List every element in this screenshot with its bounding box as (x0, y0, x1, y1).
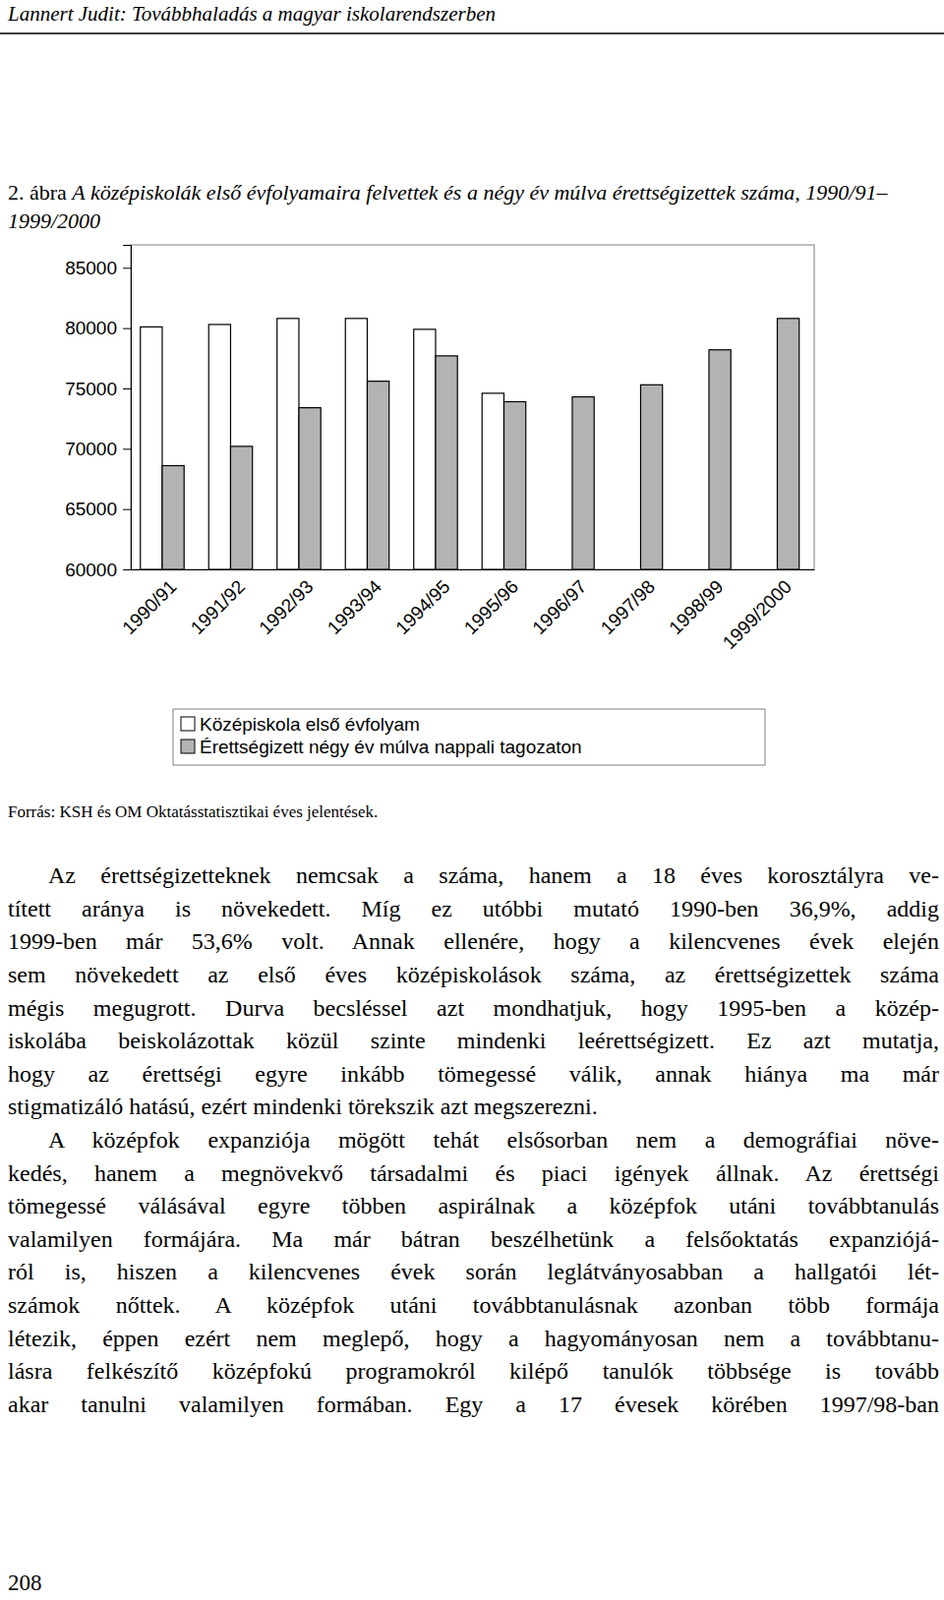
body-line: létezik, éppen ezért nem meglepő, hogy a… (7, 1322, 940, 1357)
plot-frame (130, 244, 815, 570)
bar (345, 318, 367, 570)
tick-label: 1994/95 (391, 576, 454, 639)
body-line: kedés, hanem a megnövekvő társadalmi és … (7, 1157, 940, 1191)
body-line: tömegessé válásával egyre többen aspirál… (7, 1189, 940, 1224)
bar (776, 318, 799, 570)
tick: 1996/97 (528, 569, 590, 639)
legend-label: Középiskola első évfolyam (199, 713, 420, 735)
tick-label: 1998/99 (664, 576, 727, 639)
axis-line (122, 245, 132, 571)
figure-caption: 2. ábra A középiskolák első évfolyamaira… (7, 177, 923, 236)
legend: Középiskola első évfolyamÉrettségizett n… (173, 708, 766, 766)
bar (435, 355, 458, 570)
tick-mark (122, 267, 131, 269)
figure-title: A középiskolák első évfolyamaira felvett… (7, 179, 887, 234)
bar (298, 408, 321, 570)
legend-swatch (180, 739, 195, 754)
bar (208, 324, 231, 570)
legend-swatch (180, 716, 195, 731)
tick-label: 1993/94 (323, 575, 387, 639)
bar (481, 393, 504, 570)
body-line: stigmatizáló hatású, ezért mindenki töre… (7, 1090, 940, 1124)
tick: 80000 (64, 317, 131, 339)
tick-label: 1999/2000 (718, 576, 796, 653)
tick: 1991/92 (186, 569, 249, 639)
tick-label: 65000 (64, 498, 118, 520)
tick: 1993/94 (323, 569, 387, 639)
tick-label: 85000 (64, 257, 118, 279)
figure-source: Forrás: KSH és OM Oktatásstatisztikai év… (7, 802, 378, 823)
bars (140, 318, 800, 570)
bar (140, 326, 163, 570)
body-line: A középfok expanziója mögött tehát elsős… (7, 1123, 940, 1158)
tick: 65000 (64, 498, 131, 520)
legend-frame (173, 708, 766, 766)
tick: 1990/91 (118, 569, 180, 639)
tick: 1994/95 (391, 569, 454, 639)
axis-line (131, 569, 816, 571)
bar (503, 401, 526, 570)
tick: 60000 (64, 559, 131, 581)
bar (162, 465, 184, 570)
header-rule (0, 32, 944, 35)
tick: 85000 (64, 257, 131, 279)
tick-label: 80000 (64, 317, 118, 339)
running-title: Lannert Judit: Továbbhaladás a magyar is… (7, 1, 496, 27)
bar (572, 397, 594, 570)
body-line: ról is, hiszen a kilencvenes évek során … (7, 1255, 940, 1290)
tick-mark (122, 509, 131, 511)
tick: 75000 (64, 378, 131, 400)
tick-label: 1997/98 (596, 576, 659, 639)
tick-label: 1991/92 (186, 576, 249, 639)
tick-label: 70000 (64, 438, 118, 460)
tick-mark (122, 448, 131, 450)
tick-label: 1992/93 (254, 576, 317, 639)
tick: 70000 (64, 438, 131, 460)
body-line: lásra felkészítő középfokú programokról … (7, 1355, 940, 1389)
body-line: hogy az érettségi egyre inkább tömegessé… (7, 1058, 940, 1092)
bar (277, 318, 299, 570)
tick-label: 1996/97 (528, 576, 590, 639)
tick-label: 1990/91 (118, 576, 180, 639)
tick-mark (122, 328, 131, 330)
legend-label: Érettségizett négy év múlva nappali tago… (199, 736, 583, 758)
body-line: valamilyen formájára. Ma már bátran besz… (7, 1223, 940, 1257)
body-line: 1999-ben már 53,6% volt. Annak ellenére,… (7, 925, 940, 959)
body-line: számok nőttek. A középfok utáni továbbta… (7, 1289, 940, 1323)
body-line: iskolába beiskolázottak közül szinte min… (7, 1024, 940, 1059)
x-axis: 1990/911991/921992/931993/941994/951995/… (118, 569, 815, 653)
page-number: 208 (7, 1570, 43, 1596)
tick: 1992/93 (254, 569, 317, 639)
tick: 1997/98 (596, 569, 659, 639)
tick-mark (122, 388, 131, 390)
bar (640, 384, 662, 570)
body-line: Az érettségizetteknek nemcsak a száma, h… (7, 859, 940, 893)
body-line: akar tanulni valamilyen formában. Egy a … (7, 1388, 940, 1422)
body-line: mégis megugrott. Durva becsléssel azt mo… (7, 992, 940, 1026)
bar (413, 329, 436, 570)
figure-number: 2. ábra (7, 179, 67, 205)
tick-mark (122, 569, 131, 571)
body-line: tített aránya is növekedett. Míg ez utób… (7, 892, 940, 927)
tick: 1999/2000 (718, 569, 796, 653)
tick-label: 75000 (64, 378, 118, 400)
tick-label: 60000 (64, 559, 118, 581)
tick-label: 1995/96 (460, 576, 523, 639)
tick: 1998/99 (664, 569, 727, 639)
y-axis: 60000 65000 70000 75000 80000 85000 (64, 245, 131, 581)
bar (230, 446, 252, 570)
bar (708, 350, 731, 570)
bar (366, 381, 389, 570)
tick: 1995/96 (460, 569, 523, 639)
body-line: sem növekedett az első éves középiskolás… (7, 958, 940, 993)
